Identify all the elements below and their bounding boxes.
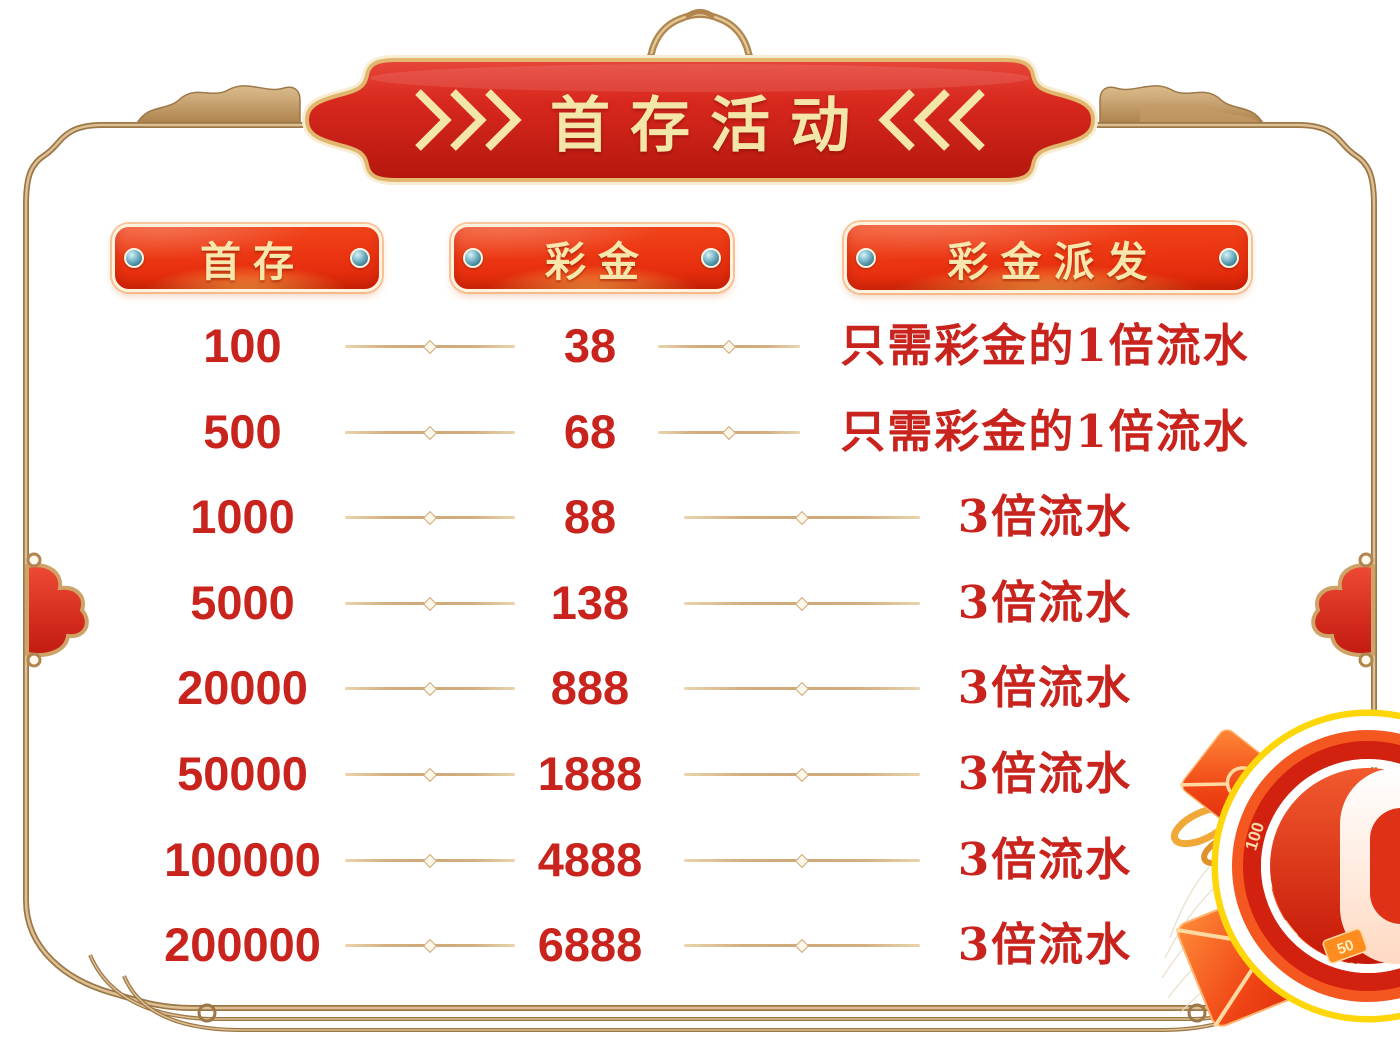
payout-text: 3倍流水 xyxy=(957,918,1133,971)
casino-chip-icon: 100 50 xyxy=(1211,709,1400,1023)
diamond-ornament-icon xyxy=(422,767,438,782)
connector-line xyxy=(684,853,920,868)
rivet-icon xyxy=(350,248,370,268)
header-pill-first-deposit: 首存 xyxy=(112,224,382,292)
diamond-ornament-icon xyxy=(422,510,438,525)
chip-tag-label: 50 xyxy=(1335,937,1356,959)
connector-line xyxy=(684,938,920,953)
payout-text: 3倍流水 xyxy=(957,747,1133,800)
bonus-value: 38 xyxy=(563,319,617,372)
diamond-ornament-icon xyxy=(422,681,438,696)
connector-line xyxy=(345,853,515,868)
rivet-icon xyxy=(124,248,144,268)
table-row: 20000 888 3倍流水 xyxy=(0,656,1400,720)
connector-line xyxy=(684,510,920,525)
red-cloud-ornament-right xyxy=(1311,552,1375,668)
diamond-ornament-icon xyxy=(422,938,438,953)
rivet-icon xyxy=(856,247,876,268)
bonus-value: 4888 xyxy=(537,833,643,886)
header-label: 首存 xyxy=(200,238,306,286)
diamond-ornament-icon xyxy=(721,339,737,354)
connector-line xyxy=(345,938,515,953)
header-pill-bonus-payout: 彩金派发 xyxy=(844,222,1251,293)
diamond-ornament-icon xyxy=(794,596,810,611)
diamond-ornament-icon xyxy=(721,425,737,440)
payout-text: 只需彩金的1倍流水 xyxy=(840,405,1250,458)
cloud-flourish-left xyxy=(134,85,301,126)
table-row: 200000 6888 3倍流水 xyxy=(0,913,1400,977)
connector-line xyxy=(658,339,800,354)
diamond-ornament-icon xyxy=(794,510,810,525)
header-label: 彩金派发 xyxy=(947,237,1160,286)
deposit-value: 50000 xyxy=(177,747,308,800)
diamond-ornament-icon xyxy=(422,596,438,611)
corner-knot-icon xyxy=(1187,1003,1207,1023)
diamond-ornament-icon xyxy=(794,938,810,953)
chip-tag: 50 xyxy=(1322,928,1368,964)
right-chevrons-icon xyxy=(878,89,985,151)
connector-line xyxy=(345,681,515,696)
deposit-value: 20000 xyxy=(177,661,308,714)
bonus-value: 68 xyxy=(563,405,617,458)
connector-line xyxy=(345,510,515,525)
left-chevrons-icon xyxy=(415,89,522,151)
connector-line xyxy=(684,681,920,696)
payout-text: 3倍流水 xyxy=(957,661,1133,714)
diamond-ornament-icon xyxy=(794,681,810,696)
table-row: 5000 138 3倍流水 xyxy=(0,571,1400,635)
deposit-value: 100 xyxy=(203,319,282,372)
bonus-value: 888 xyxy=(550,661,630,714)
rivet-icon xyxy=(701,248,721,268)
table-row: 500 68 只需彩金的1倍流水 xyxy=(0,400,1400,464)
bonus-chip-decoration: 100 50 xyxy=(1161,709,1400,1028)
table-row: 50000 1888 3倍流水 xyxy=(0,742,1400,806)
corner-knot-icon xyxy=(197,1003,217,1023)
rivet-icon xyxy=(1219,247,1239,268)
rivet-icon xyxy=(463,248,483,268)
connector-line xyxy=(345,596,515,611)
diamond-ornament-icon xyxy=(794,767,810,782)
table-row: 100000 4888 3倍流水 xyxy=(0,828,1400,892)
deposit-value: 100000 xyxy=(164,833,321,886)
deposit-value: 500 xyxy=(203,405,282,458)
payout-text: 3倍流水 xyxy=(957,576,1133,629)
red-cloud-ornament-left xyxy=(25,552,89,668)
diamond-ornament-icon xyxy=(422,425,438,440)
payout-text: 3倍流水 xyxy=(957,833,1133,886)
connector-line xyxy=(345,425,515,440)
payout-text: 只需彩金的1倍流水 xyxy=(840,319,1250,372)
connector-line xyxy=(658,425,800,440)
connector-line xyxy=(345,339,515,354)
bonus-value: 6888 xyxy=(537,918,643,971)
banner-title: 首存活动 xyxy=(550,90,870,161)
diamond-ornament-icon xyxy=(422,339,438,354)
bonus-value: 88 xyxy=(563,490,617,543)
header-pill-bonus: 彩金 xyxy=(451,224,733,292)
deposit-value: 5000 xyxy=(190,576,295,629)
deposit-value: 1000 xyxy=(190,490,295,543)
table-row: 100 38 只需彩金的1倍流水 xyxy=(0,314,1400,378)
cloud-flourish-right xyxy=(1099,85,1266,126)
payout-text: 3倍流水 xyxy=(957,490,1133,543)
title-banner: 首存活动 xyxy=(295,50,1105,190)
deposit-value: 200000 xyxy=(164,918,321,971)
table-row: 1000 88 3倍流水 xyxy=(0,485,1400,549)
header-label: 彩金 xyxy=(545,238,651,286)
connector-line xyxy=(345,767,515,782)
bonus-value: 138 xyxy=(550,576,630,629)
banner-plaque xyxy=(301,55,1099,185)
diamond-ornament-icon xyxy=(794,853,810,868)
diamond-ornament-icon xyxy=(422,853,438,868)
bonus-value: 1888 xyxy=(537,747,643,800)
connector-line xyxy=(684,767,920,782)
connector-line xyxy=(684,596,920,611)
